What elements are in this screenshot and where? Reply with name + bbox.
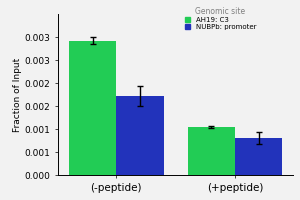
Bar — [116, 96, 164, 175]
Bar — [188, 127, 235, 175]
Y-axis label: Fraction of Input: Fraction of Input — [13, 58, 22, 132]
Bar — [69, 41, 116, 175]
Bar — [235, 138, 282, 175]
Text: Genomic site: Genomic site — [195, 7, 245, 16]
Legend: AH19: C3, NUBPb: promoter: AH19: C3, NUBPb: promoter — [184, 16, 257, 31]
